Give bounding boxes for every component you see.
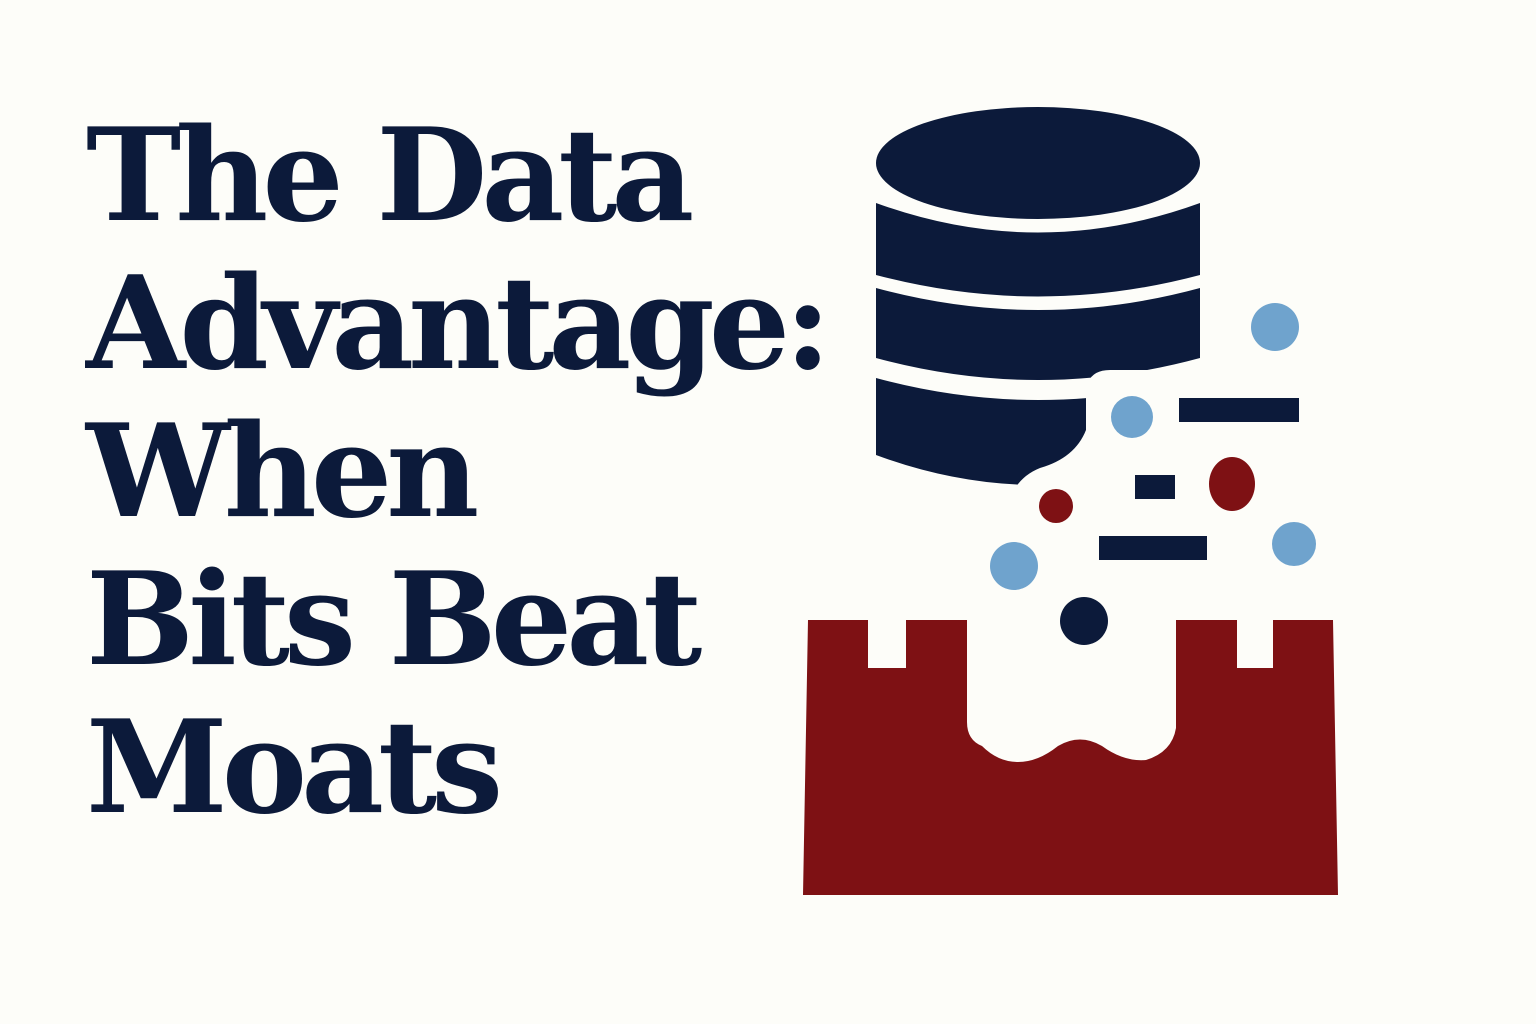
navy-bit-bar [1099,536,1207,560]
light-blue-dot [1251,303,1299,351]
data-over-moat-illustration [803,107,1338,895]
database-icon [876,107,1200,485]
crimson-dot [1209,457,1255,511]
headline: The Data Advantage: When Bits Beat Moats [86,101,831,843]
navy-dot [1060,597,1108,645]
headline-line-2: Advantage: [86,249,831,399]
light-blue-dot [1111,396,1153,438]
light-blue-dot [990,542,1038,590]
bits-cluster [990,303,1316,645]
headline-line-5: Moats [86,693,503,843]
database-upper-band [876,203,1200,297]
database-middle-band [876,288,1200,380]
navy-bit-bar [1179,398,1299,422]
headline-line-4: Bits Beat [86,545,702,695]
light-blue-dot [1272,522,1316,566]
castle-wall-icon [803,620,1338,895]
database-lower-band [876,378,1200,485]
headline-line-1: The Data [86,101,694,251]
crimson-dot [1039,489,1073,523]
database-top-disk [876,107,1200,219]
headline-line-3: When [86,397,479,547]
navy-bit-bar [1135,475,1175,499]
